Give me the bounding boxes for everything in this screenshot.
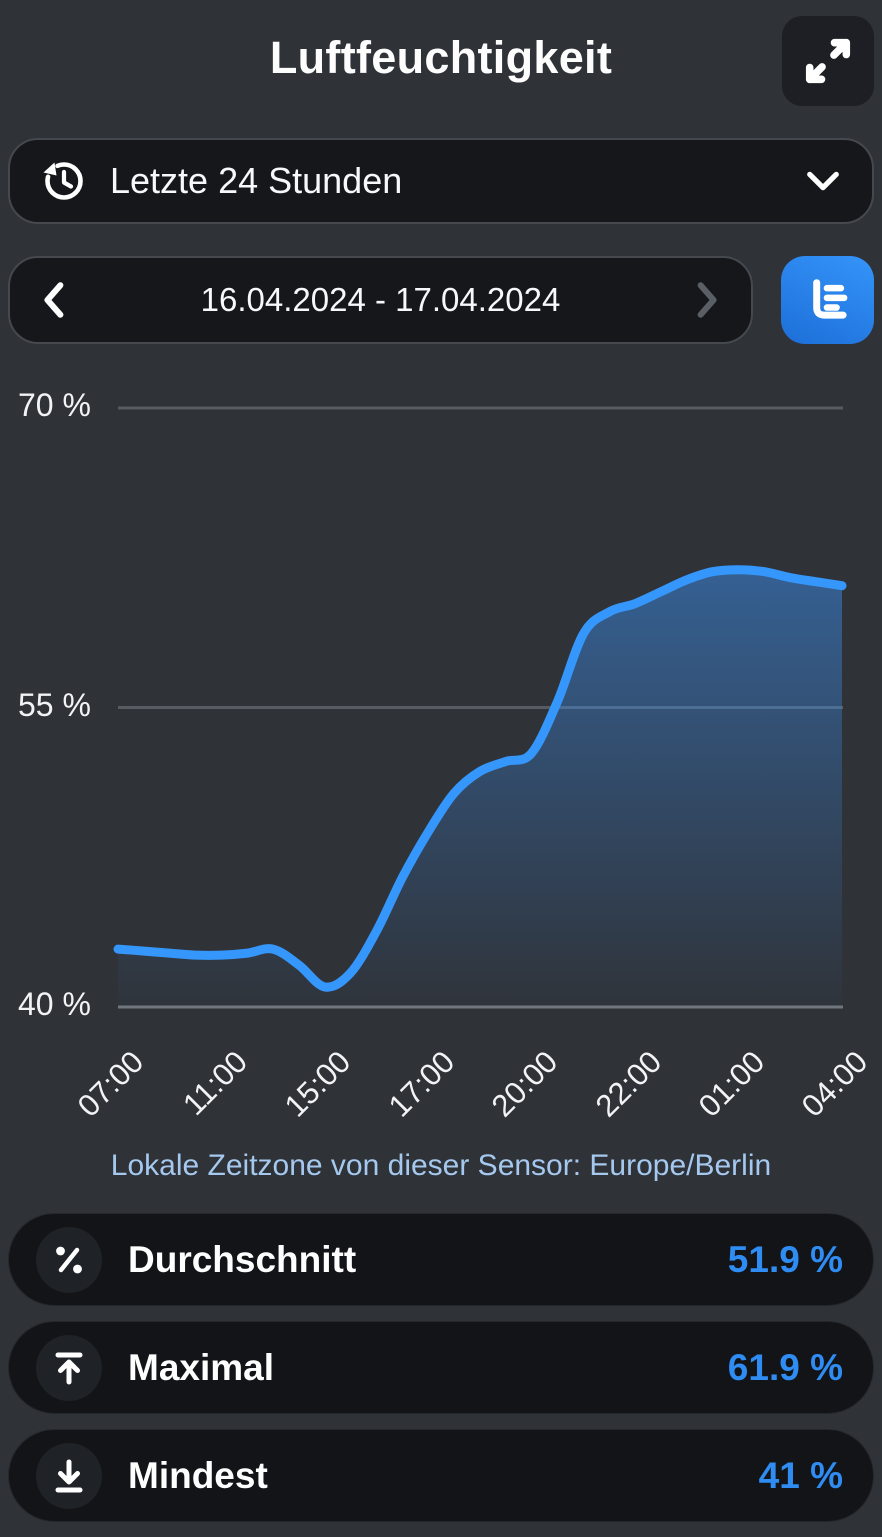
stat-value-average: 51.9 % bbox=[727, 1238, 843, 1280]
arrow-up-to-line-icon bbox=[36, 1334, 102, 1401]
stat-value-minimum: 41 % bbox=[758, 1454, 843, 1496]
history-icon bbox=[43, 162, 83, 200]
x-axis-label: 15:00 bbox=[278, 1044, 358, 1124]
x-axis-label: 22:00 bbox=[588, 1044, 668, 1124]
humidity-area-chart[interactable] bbox=[0, 370, 882, 1030]
x-axis-label: 20:00 bbox=[484, 1044, 565, 1124]
humidity-area-fill bbox=[118, 569, 842, 1007]
next-date-button[interactable] bbox=[681, 270, 735, 330]
chart-type-button[interactable] bbox=[781, 256, 874, 344]
y-axis-label-70: 70 % bbox=[18, 387, 91, 423]
stat-row-minimum: Mindest 41 % bbox=[8, 1429, 874, 1522]
prev-date-button[interactable] bbox=[26, 270, 80, 330]
x-axis-label: 07:00 bbox=[71, 1044, 151, 1124]
humidity-line bbox=[113, 565, 847, 992]
arrow-down-to-line-icon bbox=[36, 1442, 102, 1509]
chevron-down-icon bbox=[807, 171, 839, 191]
timezone-note: Lokale Zeitzone von dieser Sensor: Europ… bbox=[110, 1149, 772, 1182]
y-axis-label-55: 55 % bbox=[18, 686, 91, 723]
expand-icon bbox=[805, 38, 851, 84]
chevron-right-icon bbox=[697, 282, 717, 318]
x-axis-label: 04:00 bbox=[795, 1044, 875, 1124]
stat-row-maximum: Maximal 61.9 % bbox=[8, 1321, 874, 1414]
x-axis-label: 01:00 bbox=[691, 1044, 772, 1124]
stat-label-maximum: Maximal bbox=[128, 1346, 275, 1388]
horizontal-bar-chart-icon bbox=[812, 279, 847, 319]
x-axis-label: 17:00 bbox=[381, 1044, 462, 1124]
x-axis-label: 11:00 bbox=[176, 1044, 255, 1122]
stat-label-minimum: Mindest bbox=[128, 1454, 268, 1496]
page-title: Luftfeuchtigkeit bbox=[269, 32, 613, 83]
stat-value-maximum: 61.9 % bbox=[727, 1346, 843, 1388]
percent-icon bbox=[36, 1226, 102, 1293]
time-range-select[interactable]: Letzte 24 Stunden bbox=[8, 138, 874, 224]
stat-label-average: Durchschnitt bbox=[128, 1238, 357, 1280]
date-range-nav: 16.04.2024 - 17.04.2024 bbox=[8, 256, 753, 344]
date-range-label: 16.04.2024 - 17.04.2024 bbox=[200, 281, 561, 318]
time-range-label: Letzte 24 Stunden bbox=[110, 160, 403, 201]
expand-button[interactable] bbox=[782, 16, 874, 106]
stat-row-average: Durchschnitt 51.9 % bbox=[8, 1213, 874, 1306]
y-axis-label-40: 40 % bbox=[18, 986, 91, 1022]
chevron-left-icon bbox=[44, 282, 64, 318]
